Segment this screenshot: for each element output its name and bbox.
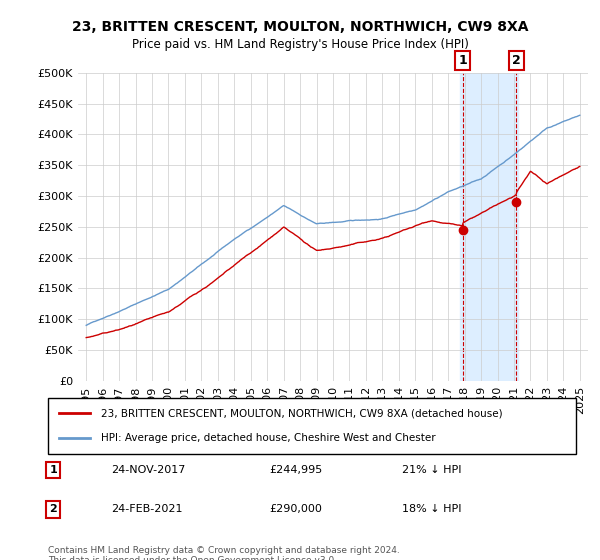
Text: £244,995: £244,995 — [270, 465, 323, 475]
Text: Contains HM Land Registry data © Crown copyright and database right 2024.
This d: Contains HM Land Registry data © Crown c… — [48, 546, 400, 560]
Bar — [460, 73, 518, 381]
Text: 21% ↓ HPI: 21% ↓ HPI — [402, 465, 461, 475]
Text: 24-FEB-2021: 24-FEB-2021 — [112, 505, 183, 514]
Text: £290,000: £290,000 — [270, 505, 323, 514]
Text: 18% ↓ HPI: 18% ↓ HPI — [402, 505, 461, 514]
Text: 1: 1 — [49, 465, 57, 475]
Text: 23, BRITTEN CRESCENT, MOULTON, NORTHWICH, CW9 8XA: 23, BRITTEN CRESCENT, MOULTON, NORTHWICH… — [72, 20, 528, 34]
FancyBboxPatch shape — [48, 398, 576, 454]
Text: 24-NOV-2017: 24-NOV-2017 — [112, 465, 186, 475]
Text: 2: 2 — [512, 54, 521, 67]
Text: 1: 1 — [458, 54, 467, 67]
Text: 23, BRITTEN CRESCENT, MOULTON, NORTHWICH, CW9 8XA (detached house): 23, BRITTEN CRESCENT, MOULTON, NORTHWICH… — [101, 408, 502, 418]
Text: HPI: Average price, detached house, Cheshire West and Chester: HPI: Average price, detached house, Ches… — [101, 433, 436, 443]
Text: 2: 2 — [49, 505, 57, 514]
Text: Price paid vs. HM Land Registry's House Price Index (HPI): Price paid vs. HM Land Registry's House … — [131, 38, 469, 51]
